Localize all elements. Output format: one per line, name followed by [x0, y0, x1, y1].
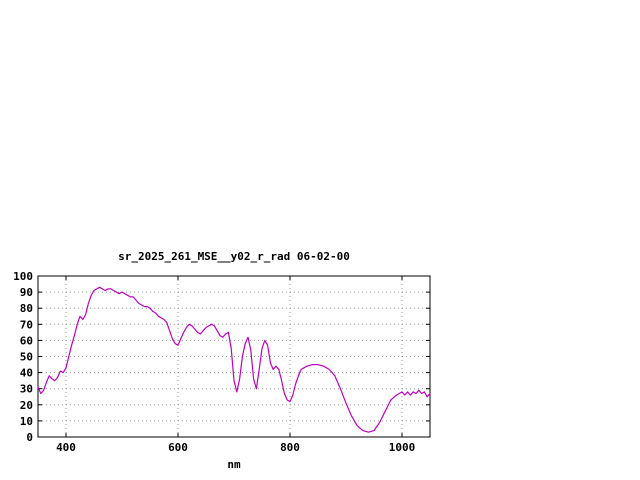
y-tick-label: 30 [20, 383, 33, 396]
y-tick-label: 10 [20, 415, 33, 428]
y-tick-label: 50 [20, 351, 33, 364]
x-axis-label: nm [227, 458, 241, 471]
y-tick-label: 20 [20, 399, 33, 412]
y-tick-label: 40 [20, 367, 33, 380]
x-tick-label: 400 [56, 441, 76, 454]
chart-title: sr_2025_261_MSE__y02_r_rad 06-02-00 [118, 250, 350, 263]
y-tick-label: 0 [26, 431, 33, 444]
y-tick-label: 80 [20, 302, 33, 315]
series-line [37, 286, 431, 433]
y-tick-label: 90 [20, 286, 33, 299]
y-tick-label: 70 [20, 318, 33, 331]
x-tick-label: 600 [168, 441, 188, 454]
x-tick-label: 1000 [389, 441, 416, 454]
y-tick-label: 60 [20, 334, 33, 347]
y-tick-label: 100 [13, 270, 33, 283]
x-tick-label: 800 [280, 441, 300, 454]
